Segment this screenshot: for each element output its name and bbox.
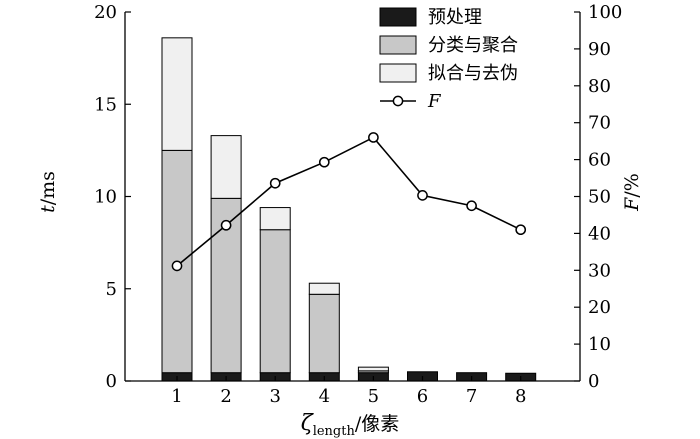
- x-tick-label-6: 6: [417, 386, 428, 407]
- f-point-3: [269, 177, 281, 189]
- bar-segment-3-cat-3: [259, 207, 291, 231]
- y-left-tick-label-0: 0: [106, 371, 117, 392]
- f-line: [176, 136, 522, 267]
- y-axis-left-symbol: t: [37, 205, 59, 213]
- legend-swatch-2: [379, 35, 417, 55]
- x-axis-unit: /像素: [355, 413, 399, 435]
- bar-segment-3-cat-4: [308, 282, 340, 295]
- legend-marker-f: [392, 95, 404, 107]
- y-right-tick-label-30: 30: [588, 260, 611, 281]
- y-right-tick-label-70: 70: [588, 113, 611, 134]
- f-point-2: [220, 219, 232, 231]
- f-point-8: [515, 224, 527, 236]
- f-line-layer: [171, 132, 527, 272]
- bar-segment-3-cat-5: [357, 366, 389, 372]
- x-tick-label-4: 4: [319, 386, 330, 407]
- x-tick-label-3: 3: [269, 386, 280, 407]
- bars-layer: [161, 37, 537, 382]
- legend-label-1: 预处理: [428, 7, 482, 28]
- y-right-tick-label-60: 60: [588, 150, 611, 171]
- y-right-tick-label-20: 20: [588, 297, 611, 318]
- y-axis-right-title: F/%: [621, 173, 643, 212]
- y-right-tick-label-80: 80: [588, 76, 611, 97]
- ticks-layer: 0 5 10 15 20 0 10 20 30 40 50 60 70 80 90 100 1 2 3 4 5 6 7 8: [94, 2, 622, 407]
- f-point-7: [466, 200, 477, 212]
- bar-segment-2-cat-4: [308, 293, 340, 374]
- bar-segment-3-cat-2: [210, 135, 242, 199]
- y-right-tick-label-100: 100: [588, 2, 622, 23]
- f-point-1: [171, 260, 183, 272]
- y-right-tick-label-40: 40: [588, 223, 611, 244]
- legend-swatch-3: [379, 63, 417, 83]
- bar-segment-3-cat-1: [161, 37, 193, 151]
- x-axis-title: ζlength/像素: [301, 411, 400, 439]
- y-axis-left-title: t/ms: [37, 171, 59, 213]
- y-left-tick-label-20: 20: [94, 2, 117, 23]
- y-axis-left-unit: /ms: [37, 171, 59, 205]
- y-left-tick-label-10: 10: [94, 187, 117, 208]
- y-right-tick-label-90: 90: [588, 39, 611, 60]
- legend-label-2: 分类与聚合: [428, 35, 518, 56]
- bar-segment-2-cat-3: [259, 229, 291, 374]
- x-tick-label-1: 1: [171, 386, 182, 407]
- f-point-6: [417, 190, 428, 201]
- y-axis-right-symbol: F: [621, 197, 643, 212]
- x-tick-label-5: 5: [368, 386, 379, 407]
- f-point-4: [318, 156, 330, 168]
- y-right-tick-label-10: 10: [588, 334, 611, 355]
- legend-label-3: 拟合与去伪: [428, 63, 518, 84]
- x-tick-label-8: 8: [515, 386, 526, 407]
- x-axis-symbol: ζ: [301, 411, 315, 436]
- x-tick-label-7: 7: [466, 386, 477, 407]
- f-point-5: [368, 132, 379, 143]
- y-left-tick-label-5: 5: [106, 279, 117, 300]
- y-right-tick-label-0: 0: [588, 371, 599, 392]
- legend-swatch-1: [379, 7, 417, 27]
- y-right-tick-label-50: 50: [588, 187, 611, 208]
- legend-label-f: F: [427, 91, 442, 112]
- y-left-tick-label-15: 15: [94, 94, 117, 115]
- x-tick-label-2: 2: [220, 386, 231, 407]
- x-axis-subscript: length: [313, 424, 356, 439]
- y-axis-right-unit: /%: [621, 173, 643, 197]
